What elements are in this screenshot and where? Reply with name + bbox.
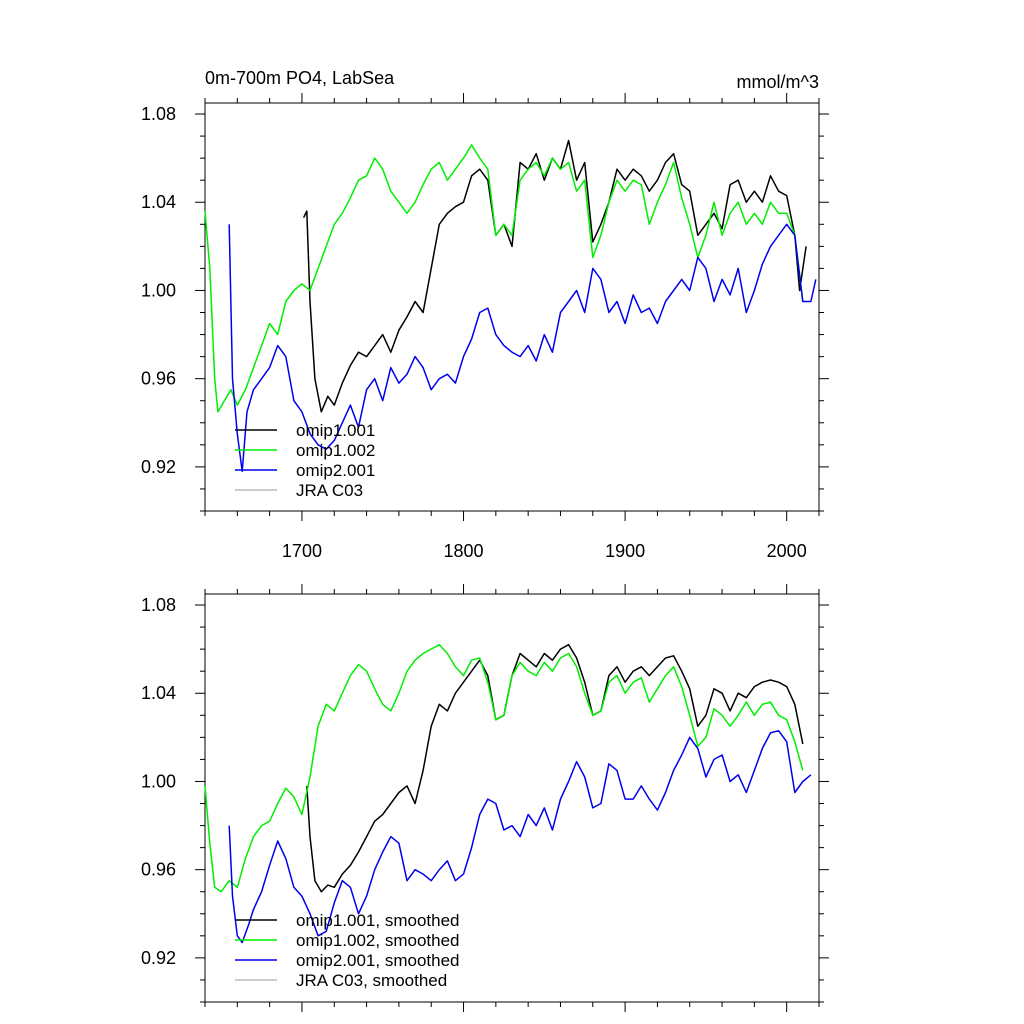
y-tick-label: 0.92: [141, 457, 176, 477]
y-tick-label: 1.00: [141, 771, 176, 791]
plot-frame: [204, 593, 820, 1003]
y-tick-label: 1.04: [141, 192, 176, 212]
legend-label: omip2.001, smoothed: [296, 951, 460, 970]
x-tick-label: 2000: [767, 541, 807, 561]
top-panel: 0m-700m PO4, LabSea mmol/m^3 1.08 1.04 1.0…: [141, 68, 829, 561]
legend-label: omip1.001: [296, 421, 375, 440]
chart-title: 0m-700m PO4, LabSea: [205, 68, 395, 88]
x-tick-label: 1700: [282, 541, 322, 561]
series-line-omip1-001-smoothed: [306, 643, 804, 893]
y-tick-label: 0.96: [141, 860, 176, 880]
legend-label: JRA C03, smoothed: [296, 971, 447, 990]
units-label: mmol/m^3: [737, 72, 819, 92]
plot-frame: [204, 102, 820, 512]
legend-label: omip1.002, smoothed: [296, 931, 460, 950]
series-line-omip2-001: [228, 223, 817, 473]
x-tick-label: 1800: [444, 541, 484, 561]
legend-label: omip1.002: [296, 441, 375, 460]
series-line-omip2-001-smoothed: [228, 729, 812, 944]
series-line-omip1-002-smoothed: [204, 643, 804, 893]
series-line-omip1-002: [204, 144, 804, 413]
y-tick-label: 1.08: [141, 104, 176, 124]
y-tick-label: 1.00: [141, 280, 176, 300]
legend-label: omip2.001: [296, 461, 375, 480]
x-tick-label: 1900: [605, 541, 645, 561]
y-tick-label: 0.96: [141, 369, 176, 389]
legend-label: omip1.001, smoothed: [296, 911, 460, 930]
y-tick-label: 1.04: [141, 683, 176, 703]
y-tick-label: 1.08: [141, 595, 176, 615]
legend-label: JRA C03: [296, 481, 363, 500]
series-line-omip1-001: [302, 139, 807, 413]
y-tick-label: 0.92: [141, 948, 176, 968]
